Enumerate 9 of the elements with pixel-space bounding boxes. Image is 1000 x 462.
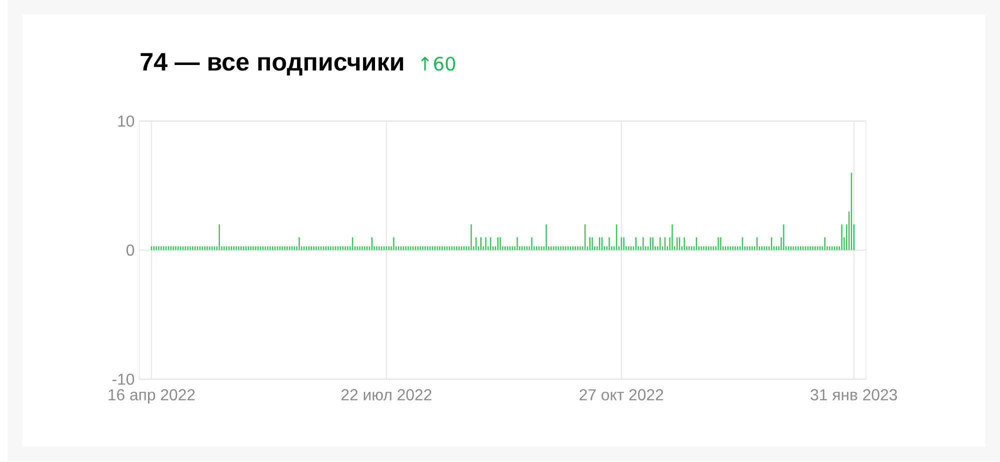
y-tick-label: -10 [112, 374, 134, 386]
x-tick-label: 31 янв 2023 [810, 389, 897, 401]
x-tick-label: 16 апр 2022 [108, 389, 195, 404]
x-tick-label: 27 окт 2022 [580, 389, 664, 401]
chart-subtitle: ↑60 [421, 56, 456, 71]
y-tick-label: 0 [126, 244, 134, 256]
x-tick-label: 22 июл 2022 [341, 389, 432, 401]
y-tick-label: 10 [118, 116, 134, 127]
chart-title: 74 — все подписчики [140, 53, 404, 76]
